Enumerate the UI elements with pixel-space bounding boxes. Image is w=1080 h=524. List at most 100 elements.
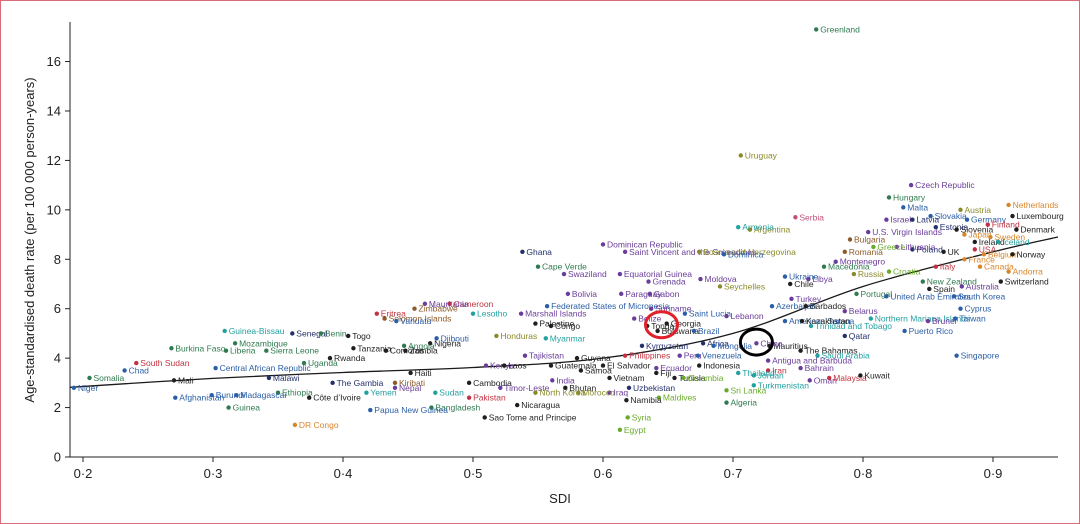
point-mozambique	[232, 341, 238, 346]
point-label-andorra: Andorra	[1013, 267, 1044, 277]
point-turkey	[789, 296, 794, 302]
point-label-senegal: Senegal	[296, 328, 327, 338]
point-label-cape-verde: Cape Verde	[542, 262, 587, 272]
point-solomon-islands	[382, 316, 387, 321]
point-gabon	[647, 291, 652, 297]
point-label-thailand: Thailand	[742, 368, 775, 378]
point-timor-leste	[498, 385, 503, 390]
point-label-estonia: Estonia	[940, 222, 969, 232]
point-label-moldova: Moldova	[705, 274, 737, 284]
point-grenada	[646, 279, 651, 284]
point-namibia	[624, 397, 629, 403]
point-france	[962, 257, 967, 262]
point-burkina-faso	[169, 346, 174, 351]
point-cambodia	[466, 380, 472, 386]
point-greece	[871, 244, 876, 250]
point-india	[550, 378, 555, 383]
point-label-netherlands: Netherlands	[1013, 200, 1059, 210]
point-estonia	[933, 224, 938, 230]
point-label-the-bahamas: The Bahamas	[805, 346, 858, 356]
point-label-dominican-republic: Dominican Republic	[607, 239, 683, 249]
point-label-kazakhstan: Kazakhstan	[806, 316, 851, 326]
point-nicaragua	[515, 402, 520, 408]
point-label-timor-leste: Timor-Leste	[504, 383, 549, 393]
point-label-romania: Romania	[849, 247, 883, 257]
point-label-nicaragua: Nicaragua	[521, 400, 560, 410]
point-philippines	[622, 353, 628, 358]
point-liberia	[223, 348, 229, 353]
point-myanmar	[543, 336, 548, 341]
point-label-usa: USA	[979, 244, 997, 254]
point-peru	[677, 353, 682, 358]
point-label-armenia: Armenia	[742, 222, 774, 232]
x-tick-label: 0·8	[854, 466, 873, 481]
point-iceland	[996, 239, 1001, 245]
point-senegal	[290, 331, 295, 336]
point-label-belize: Belize	[638, 314, 661, 324]
point-dominica	[721, 252, 727, 257]
point-iran	[765, 368, 771, 373]
point-burundi	[209, 393, 214, 398]
point-label-saint-lucia: Saint Lucia	[689, 309, 731, 319]
point-niger	[71, 385, 77, 390]
point-label-trinidad-and-tobago: Trinidad and Tobago	[815, 321, 892, 331]
point-label-morocco: Morocco	[582, 388, 615, 398]
point-label-australia: Australia	[966, 281, 999, 291]
point-pakistan	[466, 395, 472, 400]
point-label-honduras: Honduras	[500, 331, 537, 341]
point-label-philippines: Philippines	[629, 351, 670, 361]
point-barbados	[803, 304, 808, 309]
point-label-comoros: Comoros	[390, 346, 424, 356]
point-malaysia	[827, 375, 832, 381]
point-paraguay	[619, 291, 624, 297]
point-japan	[962, 232, 967, 237]
point-sri-lanka	[724, 388, 729, 393]
y-tick-label: 4	[54, 351, 61, 366]
point-equatorial-guinea	[617, 271, 623, 277]
point-label-south-korea: South Korea	[958, 291, 1006, 301]
point-label-solomon-islands: Solomon Islands	[389, 314, 452, 324]
point-label-papua-new-guinea: Papua New Guinea	[374, 405, 448, 415]
point-label-japan: Japan	[968, 230, 991, 240]
point-croatia	[886, 269, 892, 274]
point-laos	[502, 363, 507, 368]
point-belize	[632, 316, 637, 321]
point-indonesia	[697, 363, 702, 368]
point-switzerland	[998, 279, 1003, 284]
point-singapore	[954, 353, 959, 358]
point-benin	[318, 331, 324, 336]
point-label-tajikistan: Tajikistan	[529, 351, 564, 361]
point-algeria	[724, 400, 729, 405]
point-rwanda	[327, 355, 333, 361]
point-label-madagascar: Madagascar	[240, 390, 287, 400]
point-label-mongolia: Mongolia	[718, 341, 753, 351]
point-africa	[700, 341, 706, 346]
point-label-denmark: Denmark	[1020, 225, 1055, 235]
point-ecuador	[654, 365, 659, 371]
point-syria	[625, 415, 630, 420]
point-label-macedonia: Macedonia	[828, 262, 870, 272]
point-hungary	[886, 195, 892, 200]
point-label-samoa: Samoa	[585, 365, 612, 375]
point-label-afghanistan: Afghanistan	[179, 393, 224, 403]
point-label-brazil: Brazil	[698, 326, 719, 336]
point-congo	[548, 323, 554, 329]
point-label-taiwan: Taiwan	[959, 314, 986, 324]
point-label-namibia: Namibia	[630, 395, 661, 405]
point-sudan	[433, 390, 438, 395]
point-guyana	[574, 355, 580, 361]
point-serbia	[793, 215, 798, 220]
point-label-sri-lanka: Sri Lanka	[731, 385, 767, 395]
point-ireland	[972, 239, 977, 245]
point-afghanistan	[173, 395, 178, 400]
point-label-bangladesh: Bangladesh	[435, 403, 480, 413]
point-turkmenistan	[751, 383, 756, 388]
point-saudi-arabia	[815, 353, 820, 358]
point-label-north-korea: North Korea	[539, 388, 585, 398]
point-bahrain	[798, 365, 803, 371]
point-label-djibouti: Djibouti	[441, 333, 469, 343]
y-tick-label: 8	[54, 252, 61, 267]
point-cameroon	[447, 301, 452, 306]
